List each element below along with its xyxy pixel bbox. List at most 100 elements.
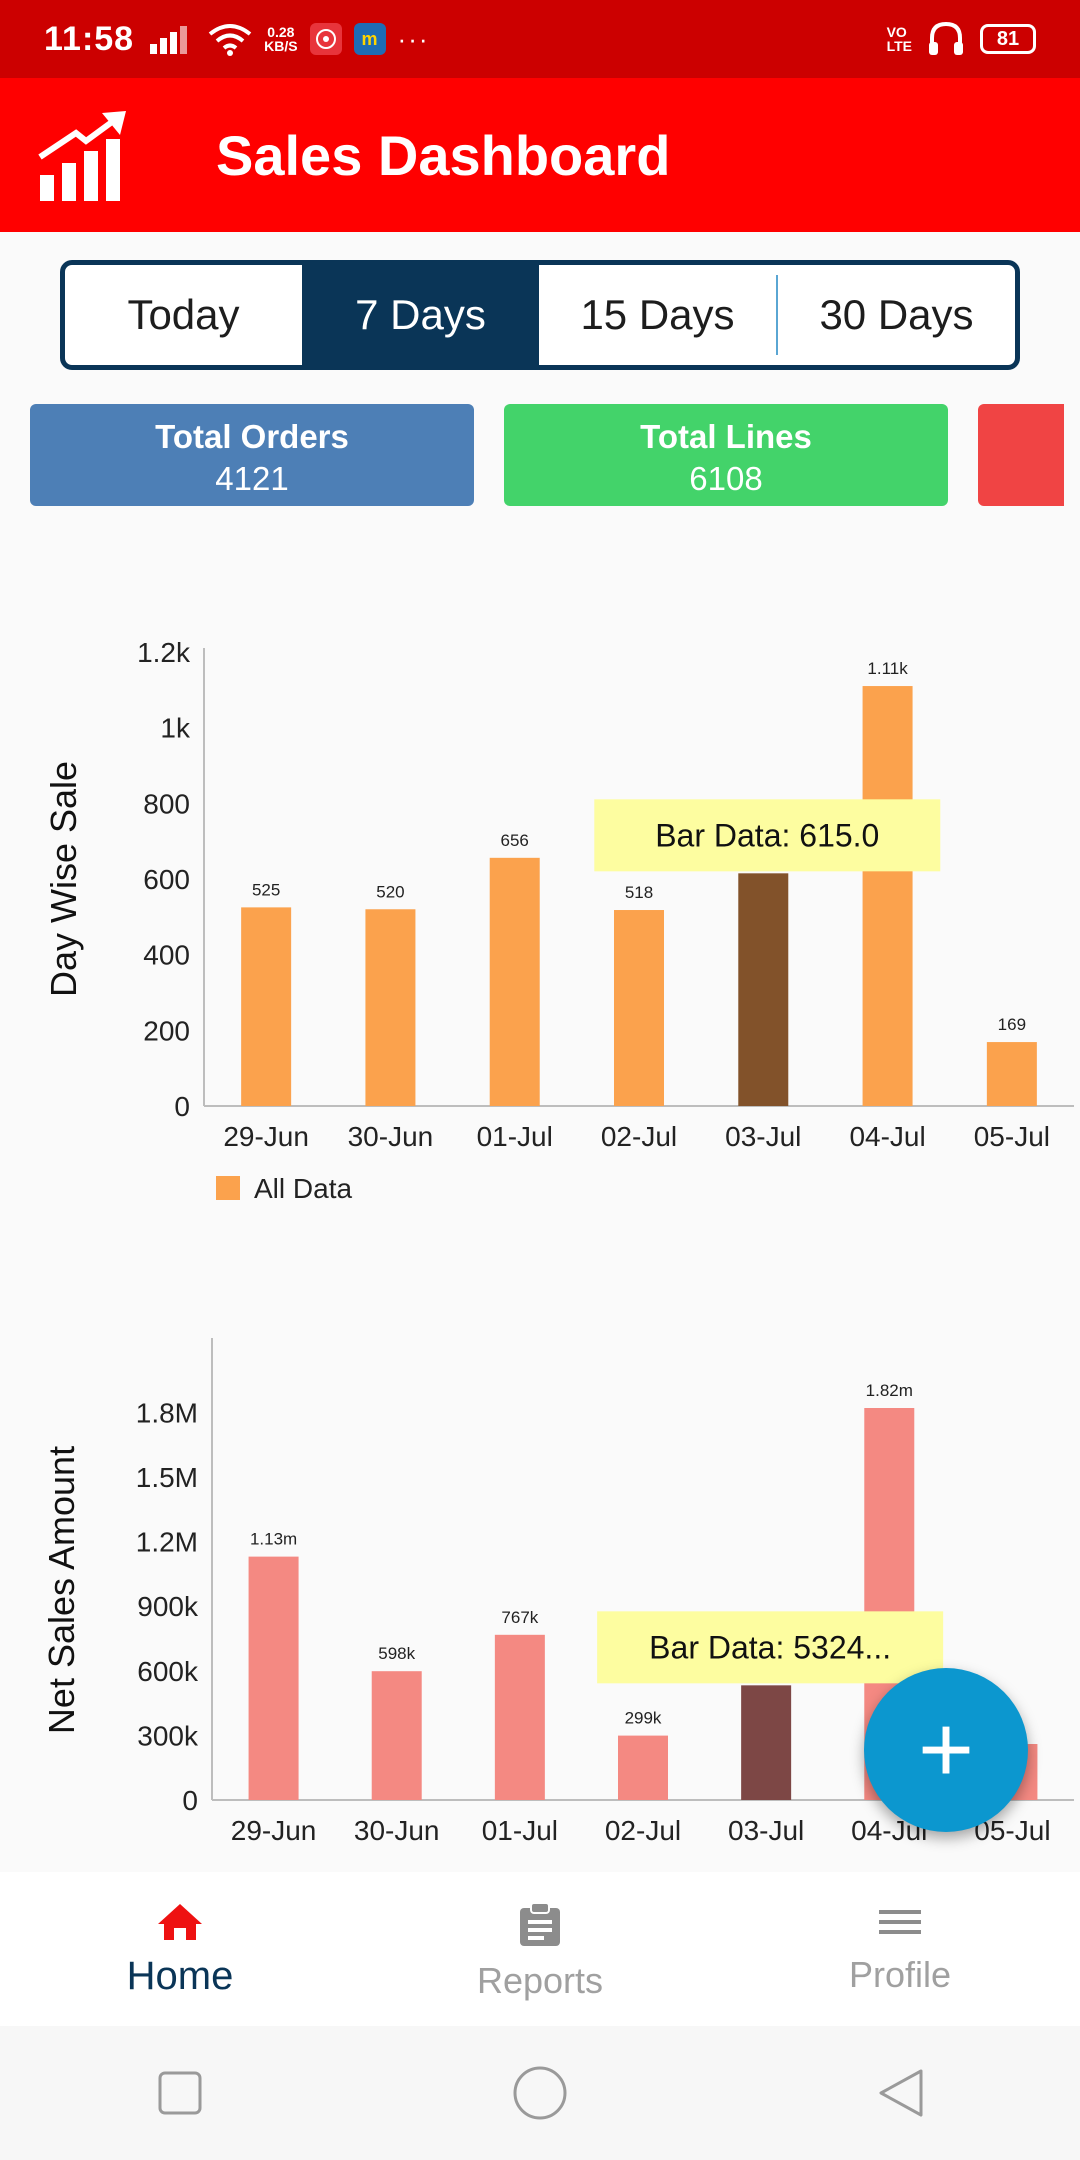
total-lines-label: Total Lines [640,418,812,455]
tab-7-days[interactable]: 7 Days [302,265,539,365]
bar-data-label: 1.11k [867,659,908,678]
page-title: Sales Dashboard [216,123,671,187]
y-tick-label: 600 [143,864,190,895]
third-stat-card[interactable] [978,404,1064,506]
tab-today[interactable]: Today [127,291,240,338]
net-speed-value: 0.28 [267,24,295,40]
bar-03-Jul [741,1685,792,1800]
tab-30-days[interactable]: 30 Days [819,291,974,338]
music-app-icon [309,23,342,55]
bar-01-Jul [489,857,540,1106]
y-tick-label: 400 [143,940,190,971]
legend-swatch [216,1176,240,1200]
battery-indicator: 81 [980,24,1036,54]
bar-data-label: 767k [501,1608,538,1627]
y-tick-label: 1k [160,713,191,744]
x-tick-label: 30-Jun [354,1815,440,1846]
bar-data-label: 520 [376,882,404,901]
nav-profile[interactable]: Profile [720,1872,1080,2026]
volte-bottom: LTE [886,38,912,54]
nav-home-label: Home [126,1954,234,1998]
bar-01-Jul [494,1634,545,1800]
day-wise-sale-svg: Day Wise Sale 0 200 400 600 800 1k 1.2k 525 29-Ju… [43,637,1074,1204]
bar-data-label: 518 [625,883,653,902]
x-tick-label: 01-Jul [477,1121,553,1152]
recents-button[interactable] [0,2070,360,2116]
tab-15-days[interactable]: 15 Days [580,291,735,338]
total-lines-value: 6108 [689,460,763,497]
volte-indicator: VO LTE [887,25,912,53]
bar-05-Jul [986,1042,1037,1106]
x-tick-label: 04-Jul [849,1121,925,1152]
tab-divider [776,275,778,355]
status-right: VO LTE 81 [887,20,1036,58]
home-system-button[interactable] [360,2065,720,2121]
y-tick-label: 0 [174,1091,190,1122]
m-app-icon: m [353,23,386,55]
x-tick-label: 29-Jun [231,1815,317,1846]
total-lines-card[interactable]: Total Lines 6108 [504,404,948,506]
y-tick-label: 1.2k [137,637,191,668]
bar-data-label: 1.13m [250,1530,297,1549]
bar-tooltip [597,1611,944,1684]
x-tick-label: 03-Jul [725,1121,801,1152]
y-axis-label: Net Sales Amount [41,1446,82,1734]
legend-label: All Data [254,1173,352,1204]
bar-data-label: 169 [998,1015,1026,1034]
add-fab-button[interactable]: + [864,1668,1028,1832]
net-speed-unit: KB/S [264,38,298,54]
bar-29-Jun [241,907,292,1106]
x-tick-label: 02-Jul [601,1121,677,1152]
y-tick-label: 900k [137,1591,199,1622]
net-sales-amount-svg: Net Sales Amount 0 300k 600k 900k 1.2M 1.5M 1.8… [41,1338,1074,1846]
bar-02-Jul [614,910,664,1106]
bar-data-label: 299k [625,1709,662,1728]
back-button[interactable] [720,2067,1080,2119]
bar-02-Jul [618,1735,668,1800]
y-tick-label: 600k [137,1656,199,1687]
bar-tooltip [594,799,941,872]
volte-top: VO [886,24,907,40]
bar-data-label: 1.82m [866,1381,913,1400]
nav-home[interactable]: Home [0,1872,360,2026]
bar-data-label: 598k [378,1644,415,1663]
signal-icon [150,26,188,54]
nav-profile-label: Profile [848,1954,952,1995]
x-tick-label: 29-Jun [223,1121,309,1152]
x-tick-label: 30-Jun [348,1121,434,1152]
x-tick-label: 05-Jul [974,1121,1050,1152]
square-icon [158,2071,202,2115]
total-orders-value: 4121 [215,460,289,497]
y-tick-label: 300k [137,1720,199,1751]
status-left-icons: 0.28 KB/S m ··· [150,22,429,56]
headset-icon [929,21,963,55]
sales-chart-logo-icon [38,111,126,201]
y-axis-label: Day Wise Sale [43,761,84,997]
net-sales-amount-chart: Net Sales Amount 0 300k 600k 900k 1.2M 1.5M 1.8… [0,1300,1080,1872]
bar-30-Jun [371,1671,422,1800]
nav-reports[interactable]: Reports [360,1872,720,2026]
net-speed: 0.28 KB/S [264,25,297,53]
date-range-selector: Today 7 Days 15 Days 30 Days [60,260,1020,370]
y-tick-label: 200 [143,1015,190,1046]
status-bar: 11:58 0.28 KB/S m ··· [0,0,1080,78]
clipboard-icon [520,1902,560,1946]
circle-icon [513,2066,567,2120]
nav-reports-label: Reports [476,1960,604,2001]
total-orders-card[interactable]: Total Orders 4121 [30,404,474,506]
y-tick-label: 1.5M [136,1462,198,1493]
x-tick-label: 03-Jul [728,1815,804,1846]
x-tick-label: 01-Jul [482,1815,558,1846]
wifi-icon [208,24,252,56]
menu-icon [879,1910,921,1934]
triangle-back-icon [879,2069,923,2117]
y-tick-label: 1.8M [136,1397,198,1428]
y-tick-label: 0 [182,1785,198,1816]
bottom-navigation: Home Reports Profile [0,1872,1080,2026]
day-wise-sale-chart: Day Wise Sale 0 200 400 600 800 1k 1.2k 525 29-Ju… [0,600,1080,1240]
bar-tooltip-text: Bar Data: 5324... [649,1629,891,1665]
bar-tooltip-text: Bar Data: 615.0 [655,817,879,853]
x-tick-label: 02-Jul [605,1815,681,1846]
app-bar: Sales Dashboard [0,78,1080,232]
